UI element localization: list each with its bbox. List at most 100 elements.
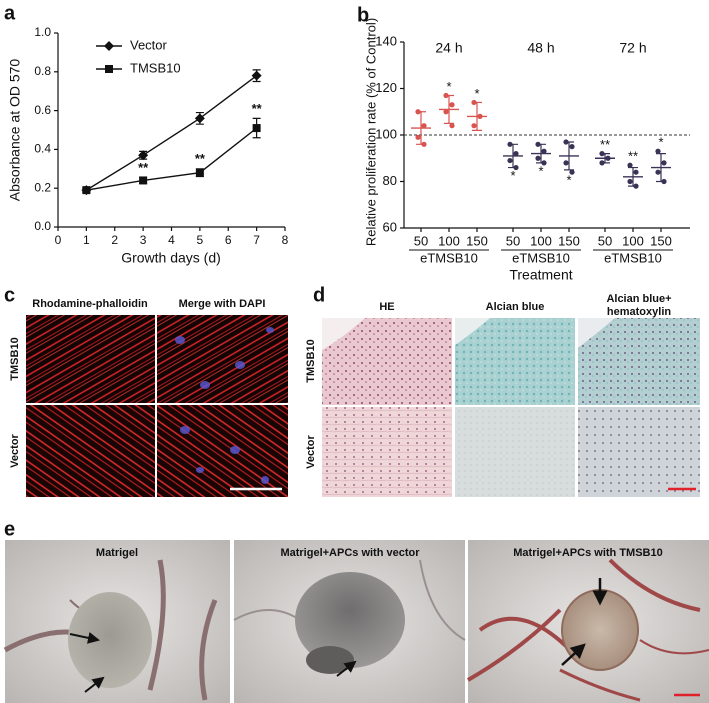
vessels — [233, 559, 466, 641]
point — [569, 169, 575, 175]
legend-label: TMSB10 — [130, 60, 181, 75]
marker — [251, 70, 262, 81]
annotation: ** — [195, 151, 206, 166]
column-label: Alcian blue — [486, 301, 545, 313]
group-label: 48 h — [527, 40, 554, 56]
annotation: * — [566, 173, 571, 188]
y-tick-label: 0.8 — [34, 64, 51, 78]
series-line — [86, 127, 258, 191]
column-label: HE — [379, 301, 394, 313]
group-sublabel: eTMSB10 — [512, 250, 570, 265]
marker — [82, 186, 91, 195]
row-label: TMSB10 — [9, 337, 21, 380]
x-tick-label: 150 — [650, 233, 672, 248]
x-tick-label: 3 — [140, 233, 147, 247]
y-tick-label: 80 — [383, 173, 397, 188]
panel-letter: a — [4, 2, 16, 24]
y-tick-label: 0.2 — [34, 180, 51, 194]
x-tick-label: 150 — [466, 233, 488, 248]
point — [655, 148, 661, 154]
plug — [306, 646, 354, 674]
marker — [104, 41, 114, 51]
y-tick-label: 140 — [375, 33, 397, 48]
marker — [105, 65, 113, 73]
y-tick-label: 0.4 — [34, 142, 51, 156]
micrograph — [157, 405, 288, 497]
y-tick-label: 120 — [375, 80, 397, 95]
point — [421, 123, 427, 129]
panel-letter: b — [357, 4, 369, 26]
point — [541, 148, 547, 154]
point — [507, 157, 513, 164]
panel-letter: d — [313, 284, 325, 306]
column-label: Alcian blue+ — [606, 293, 671, 305]
point — [655, 169, 661, 175]
plug — [295, 572, 405, 668]
annotation: ** — [600, 137, 610, 152]
y-axis-label: Absorbance at OD 570 — [7, 59, 23, 202]
x-tick-label: 50 — [506, 233, 520, 248]
micrograph — [26, 405, 155, 497]
x-tick-label: 150 — [558, 233, 580, 248]
x-tick-label: 100 — [530, 233, 552, 248]
micrograph — [578, 407, 700, 497]
series-line — [86, 75, 258, 191]
x-tick-label: 1 — [83, 233, 90, 247]
x-tick-label: 8 — [282, 233, 289, 247]
point — [513, 151, 519, 157]
marker — [138, 150, 149, 161]
micrograph — [578, 318, 700, 405]
annotation: * — [474, 86, 479, 101]
x-tick-label: 7 — [253, 233, 260, 247]
x-axis-label: Growth days (d) — [121, 250, 221, 266]
point — [661, 160, 667, 166]
point — [569, 144, 575, 150]
point — [627, 178, 633, 185]
annotation: * — [658, 135, 663, 150]
point — [627, 162, 633, 168]
x-tick-label: 2 — [111, 233, 118, 247]
point — [415, 134, 421, 140]
panel-c-images — [26, 315, 288, 497]
panel-letter: c — [4, 284, 15, 306]
arrow — [84, 676, 105, 693]
nuclei — [175, 327, 274, 484]
row-label: Vector — [305, 434, 317, 468]
annotation: ** — [628, 149, 638, 164]
panel-letter: e — [4, 518, 15, 540]
column-label: Matrigel+APCs with vector — [280, 547, 420, 559]
row-label: TMSB10 — [305, 339, 317, 382]
point — [471, 123, 477, 129]
group-sublabel: eTMSB10 — [420, 250, 478, 265]
point — [449, 123, 455, 129]
background — [455, 318, 490, 345]
point — [633, 169, 639, 175]
micrograph — [26, 315, 155, 403]
marker — [194, 113, 205, 124]
annotation: ** — [138, 160, 149, 175]
group-label: 24 h — [435, 40, 462, 56]
marker — [195, 168, 204, 177]
group-label: 72 h — [619, 40, 646, 56]
arrow — [561, 643, 586, 666]
legend-label: Vector — [130, 37, 168, 52]
panel-d-images — [322, 318, 700, 497]
x-tick-label: 50 — [414, 233, 428, 248]
point — [449, 102, 455, 108]
y-axis-label: Relative proliferation rate (% of Contro… — [363, 18, 378, 246]
marker — [252, 124, 261, 133]
x-tick-label: 100 — [622, 233, 644, 248]
x-tick-label: 5 — [197, 233, 204, 247]
arrow — [336, 660, 357, 677]
x-axis-label: Treatment — [509, 267, 572, 283]
y-tick-label: 0.6 — [34, 103, 51, 117]
column-label: hematoxylin — [607, 306, 671, 318]
y-tick-label: 60 — [383, 219, 397, 234]
y-tick-label: 0.0 — [34, 219, 51, 233]
x-tick-label: 0 — [55, 233, 62, 247]
x-tick-label: 6 — [225, 233, 232, 247]
y-tick-label: 100 — [375, 126, 397, 141]
row-label: Vector — [9, 433, 21, 467]
x-tick-label: 100 — [438, 233, 460, 248]
